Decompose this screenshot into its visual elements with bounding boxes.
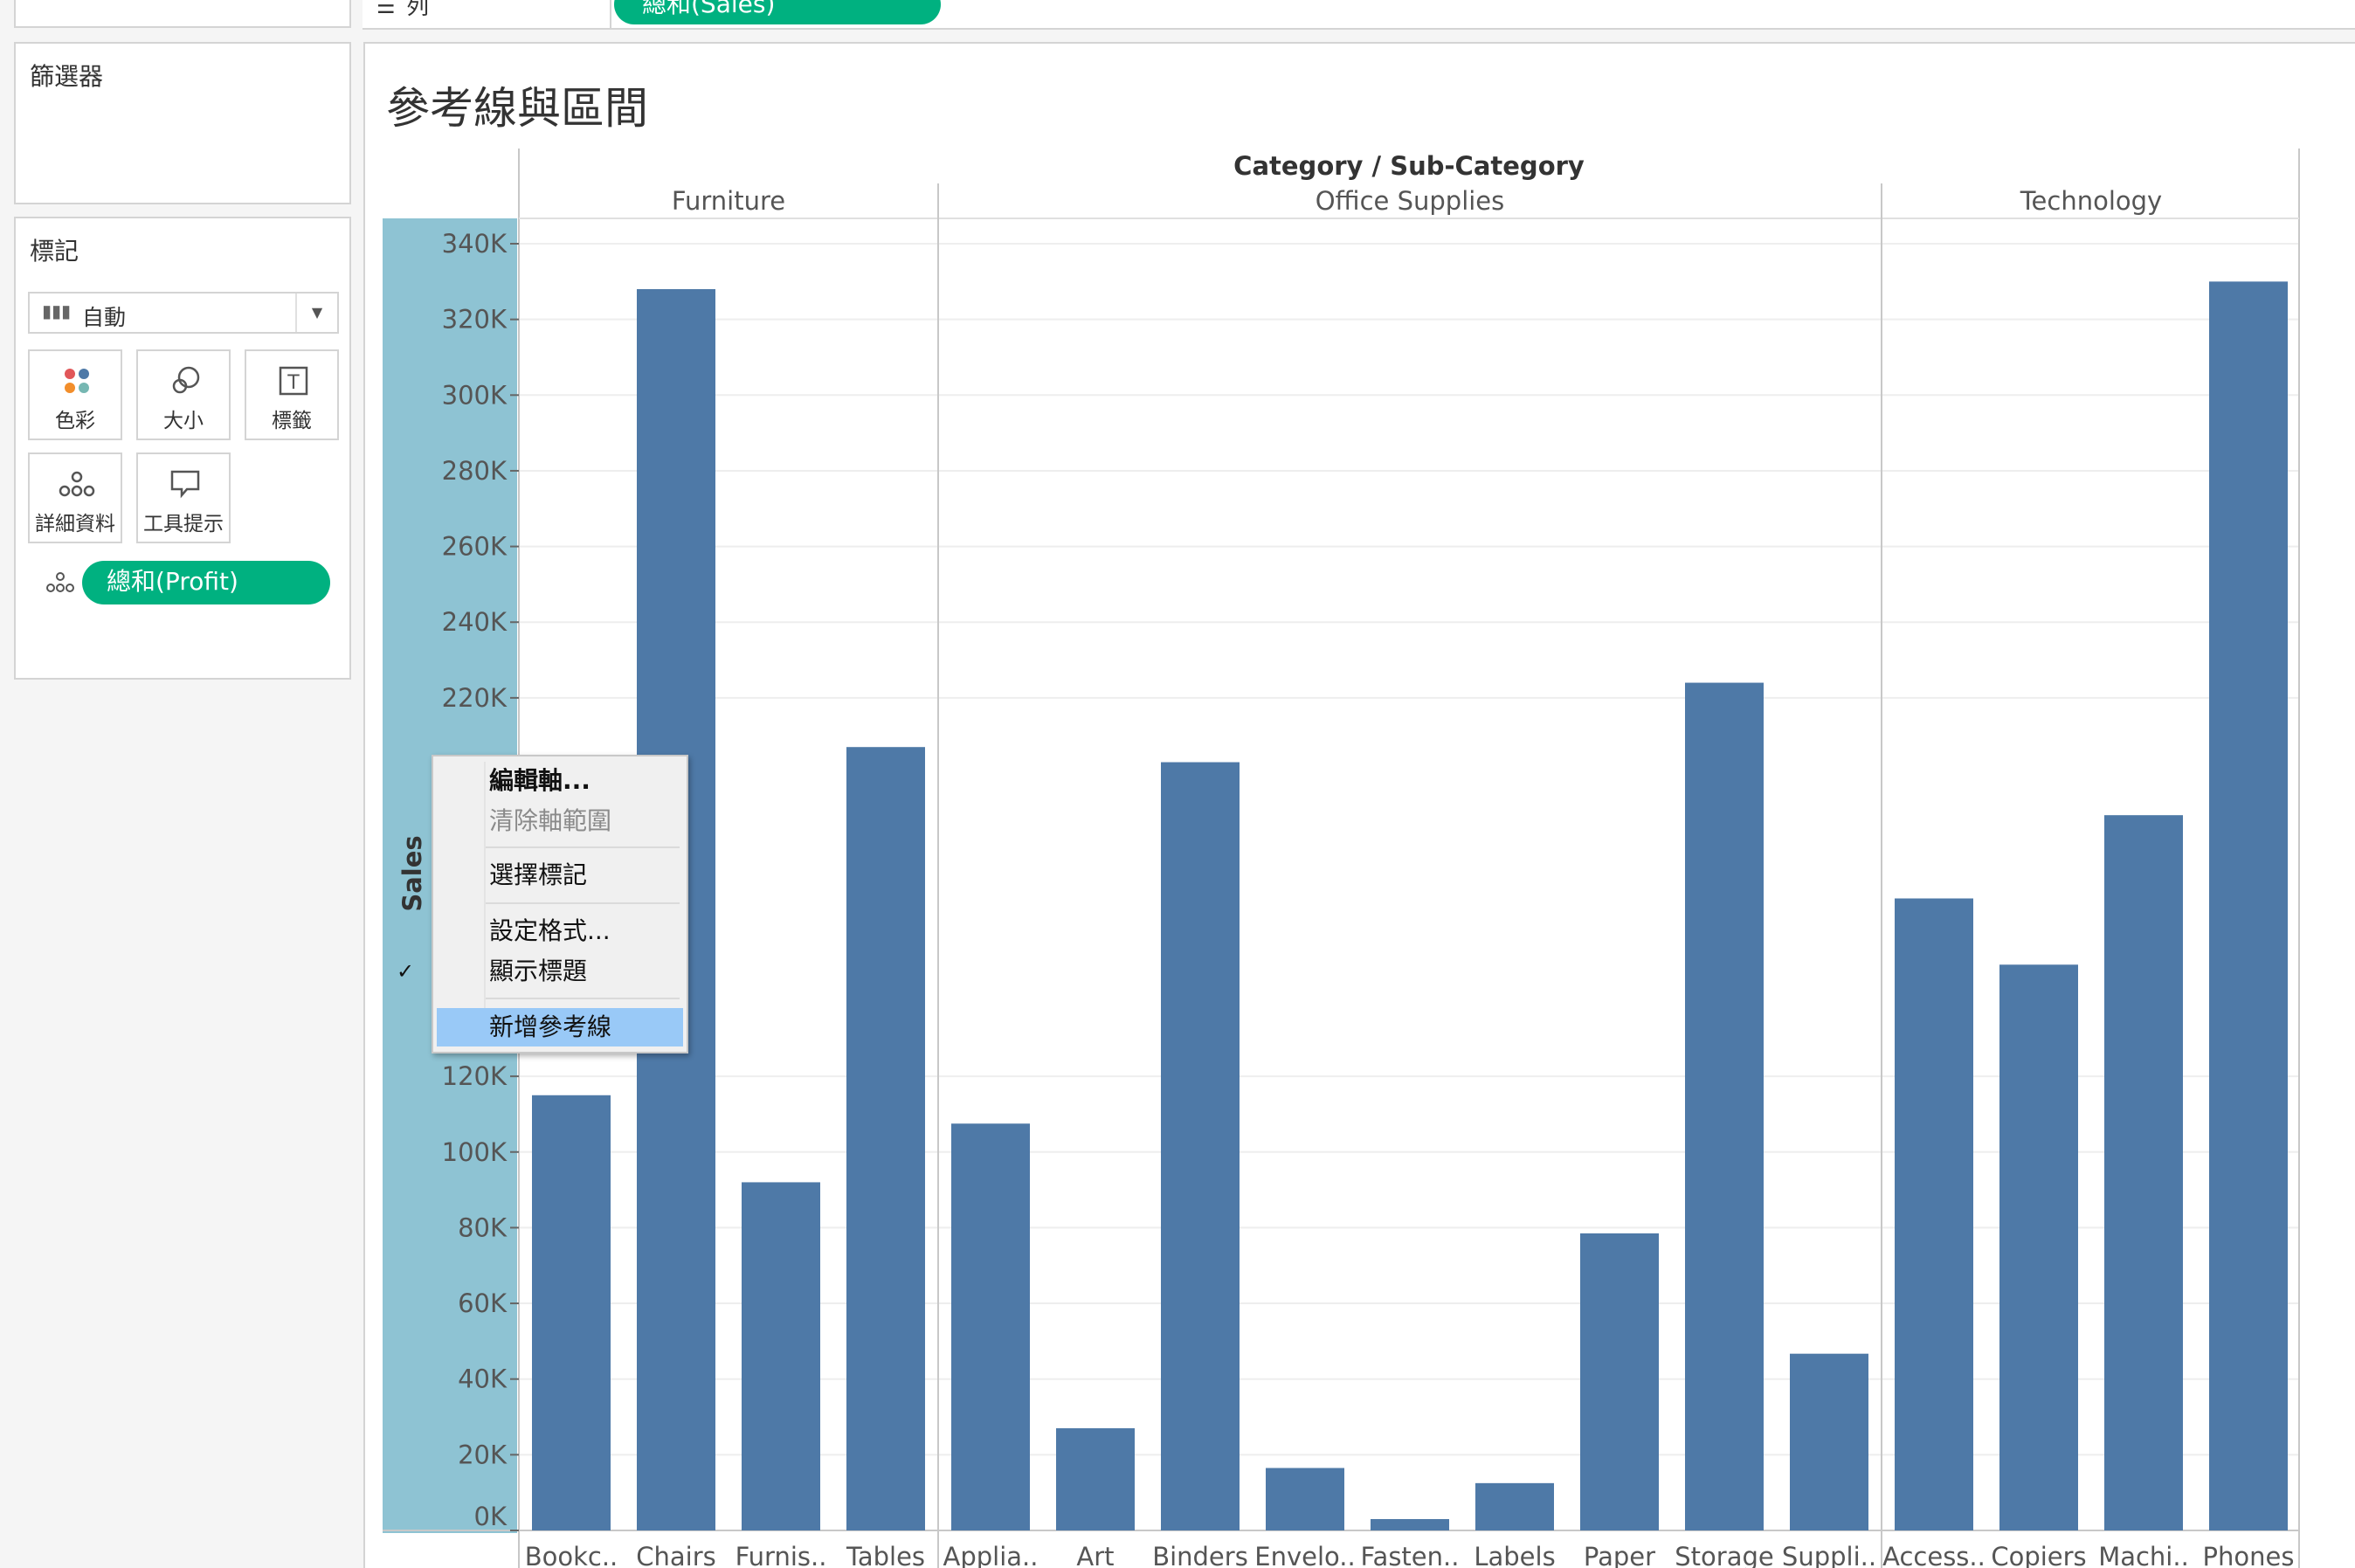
y-tick-label: 280K — [442, 456, 508, 486]
x-tick-label: Envelo.. — [1254, 1542, 1355, 1568]
bar[interactable] — [1056, 1428, 1135, 1530]
filters-card[interactable]: 篩選器 — [14, 42, 351, 204]
x-tick-label: Bookc.. — [525, 1542, 618, 1568]
columns-shelf[interactable]: ☰ 列 — [363, 0, 2355, 30]
bar-chart-icon: ▮▮▮ — [42, 300, 72, 321]
x-tick-label: Copiers — [1991, 1542, 2086, 1568]
menu-separator — [486, 902, 680, 904]
axis-context-menu: 編輯軸... 清除軸範圍 選擇標記 設定格式... ✓ 顯示標題 新增參考線 — [397, 755, 688, 1053]
x-tick-label: Labels — [1474, 1542, 1555, 1568]
chevron-down-icon[interactable]: ▼ — [295, 294, 337, 332]
menu-clear-axis-range: 清除軸範圍 — [489, 806, 612, 835]
bar[interactable] — [1999, 964, 2078, 1530]
y-tick-label: 60K — [458, 1288, 508, 1318]
y-tick-label: 260K — [442, 532, 508, 562]
pages-shelf — [14, 0, 351, 28]
tooltip-button[interactable]: 工具提示 — [136, 452, 231, 543]
category-header: Furniture — [672, 186, 785, 216]
y-tick-label: 220K — [442, 683, 508, 713]
menu-show-header[interactable]: ✓ 顯示標題 — [397, 952, 683, 991]
color-icon — [65, 369, 89, 393]
mark-type-dropdown[interactable]: ▮▮▮ 自動 ▼ — [28, 292, 339, 334]
bar[interactable] — [532, 1095, 611, 1530]
y-tick-label: 40K — [458, 1364, 508, 1394]
bar[interactable] — [1371, 1519, 1449, 1530]
bar[interactable] — [742, 1182, 820, 1530]
bar[interactable] — [1790, 1353, 1868, 1530]
x-tick-label: Machi.. — [2098, 1542, 2189, 1568]
filters-title: 篩選器 — [30, 62, 104, 91]
mark-type-value: 自動 — [82, 305, 127, 330]
bar[interactable] — [1475, 1482, 1554, 1530]
x-tick-label: Furnis.. — [736, 1542, 827, 1568]
y-tick-label: 120K — [442, 1061, 508, 1091]
bar[interactable] — [2104, 815, 2183, 1530]
y-tick-label: 100K — [442, 1137, 508, 1167]
sum-sales-pill[interactable]: 總和(Sales) — [614, 0, 941, 24]
y-tick-label: 20K — [458, 1440, 508, 1469]
color-button[interactable]: 色彩 — [28, 349, 122, 440]
column-header-title: Category / Sub-Category — [1233, 151, 1585, 181]
y-tick-label: 340K — [442, 229, 508, 259]
y-tick-label: 320K — [442, 305, 508, 335]
size-label: 大小 — [163, 410, 204, 432]
y-axis-label: Sales — [397, 835, 427, 911]
check-icon: ✓ — [397, 959, 415, 984]
x-tick-label: Phones — [2203, 1542, 2295, 1568]
svg-text:T: T — [287, 372, 300, 394]
sum-profit-pill[interactable]: 總和(Profit) — [82, 561, 330, 604]
bar[interactable] — [1161, 762, 1240, 1530]
menu-show-header-label: 顯示標題 — [489, 957, 588, 985]
bar[interactable] — [1580, 1233, 1659, 1530]
label-button[interactable]: T 標籤 — [245, 349, 339, 440]
menu-edit-axis[interactable]: 編輯軸... — [489, 766, 590, 795]
x-tick-label: Chairs — [636, 1542, 716, 1568]
y-tick-label: 300K — [442, 380, 508, 410]
x-tick-label: Suppli.. — [1782, 1542, 1876, 1568]
bar[interactable] — [1266, 1468, 1344, 1530]
bar[interactable] — [2209, 281, 2288, 1531]
columns-shelf-label: ☰ 列 — [363, 0, 611, 30]
color-label: 色彩 — [55, 410, 95, 432]
detail-button[interactable]: 詳細資料 — [28, 452, 122, 543]
x-tick-label: Binders — [1152, 1542, 1248, 1568]
bar[interactable] — [951, 1123, 1030, 1530]
bar[interactable] — [1685, 682, 1764, 1530]
menu-select-marks[interactable]: 選擇標記 — [489, 860, 588, 889]
sheet-title: 參考線與區間 — [386, 83, 648, 134]
y-tick-label: 80K — [458, 1212, 508, 1242]
menu-separator — [486, 998, 680, 999]
tooltip-icon — [170, 470, 200, 499]
menu-separator — [486, 846, 680, 848]
detail-icon — [46, 572, 74, 592]
detail-icon — [59, 471, 95, 497]
menu-add-reference-line[interactable]: 新增參考線 — [437, 1008, 683, 1046]
x-tick-label: Tables — [846, 1542, 925, 1568]
top-shelf-area: ☰ 列 總和(Sales) — [0, 0, 2355, 33]
marks-card: 標記 ▮▮▮ 自動 ▼ 色彩 大小 T 標籤 詳細資料 — [14, 217, 351, 680]
bar[interactable] — [846, 747, 925, 1530]
category-header: Technology — [2020, 186, 2162, 216]
label-label: 標籤 — [272, 410, 312, 432]
bar[interactable] — [1895, 898, 1973, 1530]
size-button[interactable]: 大小 — [136, 349, 231, 440]
category-header: Office Supplies — [1316, 186, 1505, 216]
x-tick-label: Art — [1076, 1542, 1114, 1568]
y-tick-label: 240K — [442, 607, 508, 637]
x-tick-label: Fasten.. — [1361, 1542, 1460, 1568]
x-tick-label: Paper — [1584, 1542, 1655, 1568]
y-tick-label: 0K — [474, 1502, 508, 1531]
marks-title: 標記 — [30, 237, 79, 266]
x-tick-label: Storage — [1675, 1542, 1773, 1568]
menu-gutter — [484, 762, 486, 1046]
text-label-icon: T — [279, 366, 308, 396]
columns-shelf-label-text: 列 — [406, 0, 430, 20]
x-tick-label: Applia.. — [943, 1542, 1039, 1568]
menu-format[interactable]: 設定格式... — [489, 916, 611, 945]
detail-label: 詳細資料 — [35, 513, 115, 535]
size-icon — [172, 366, 200, 394]
tooltip-label: 工具提示 — [143, 513, 224, 535]
x-tick-label: Access.. — [1882, 1542, 1986, 1568]
